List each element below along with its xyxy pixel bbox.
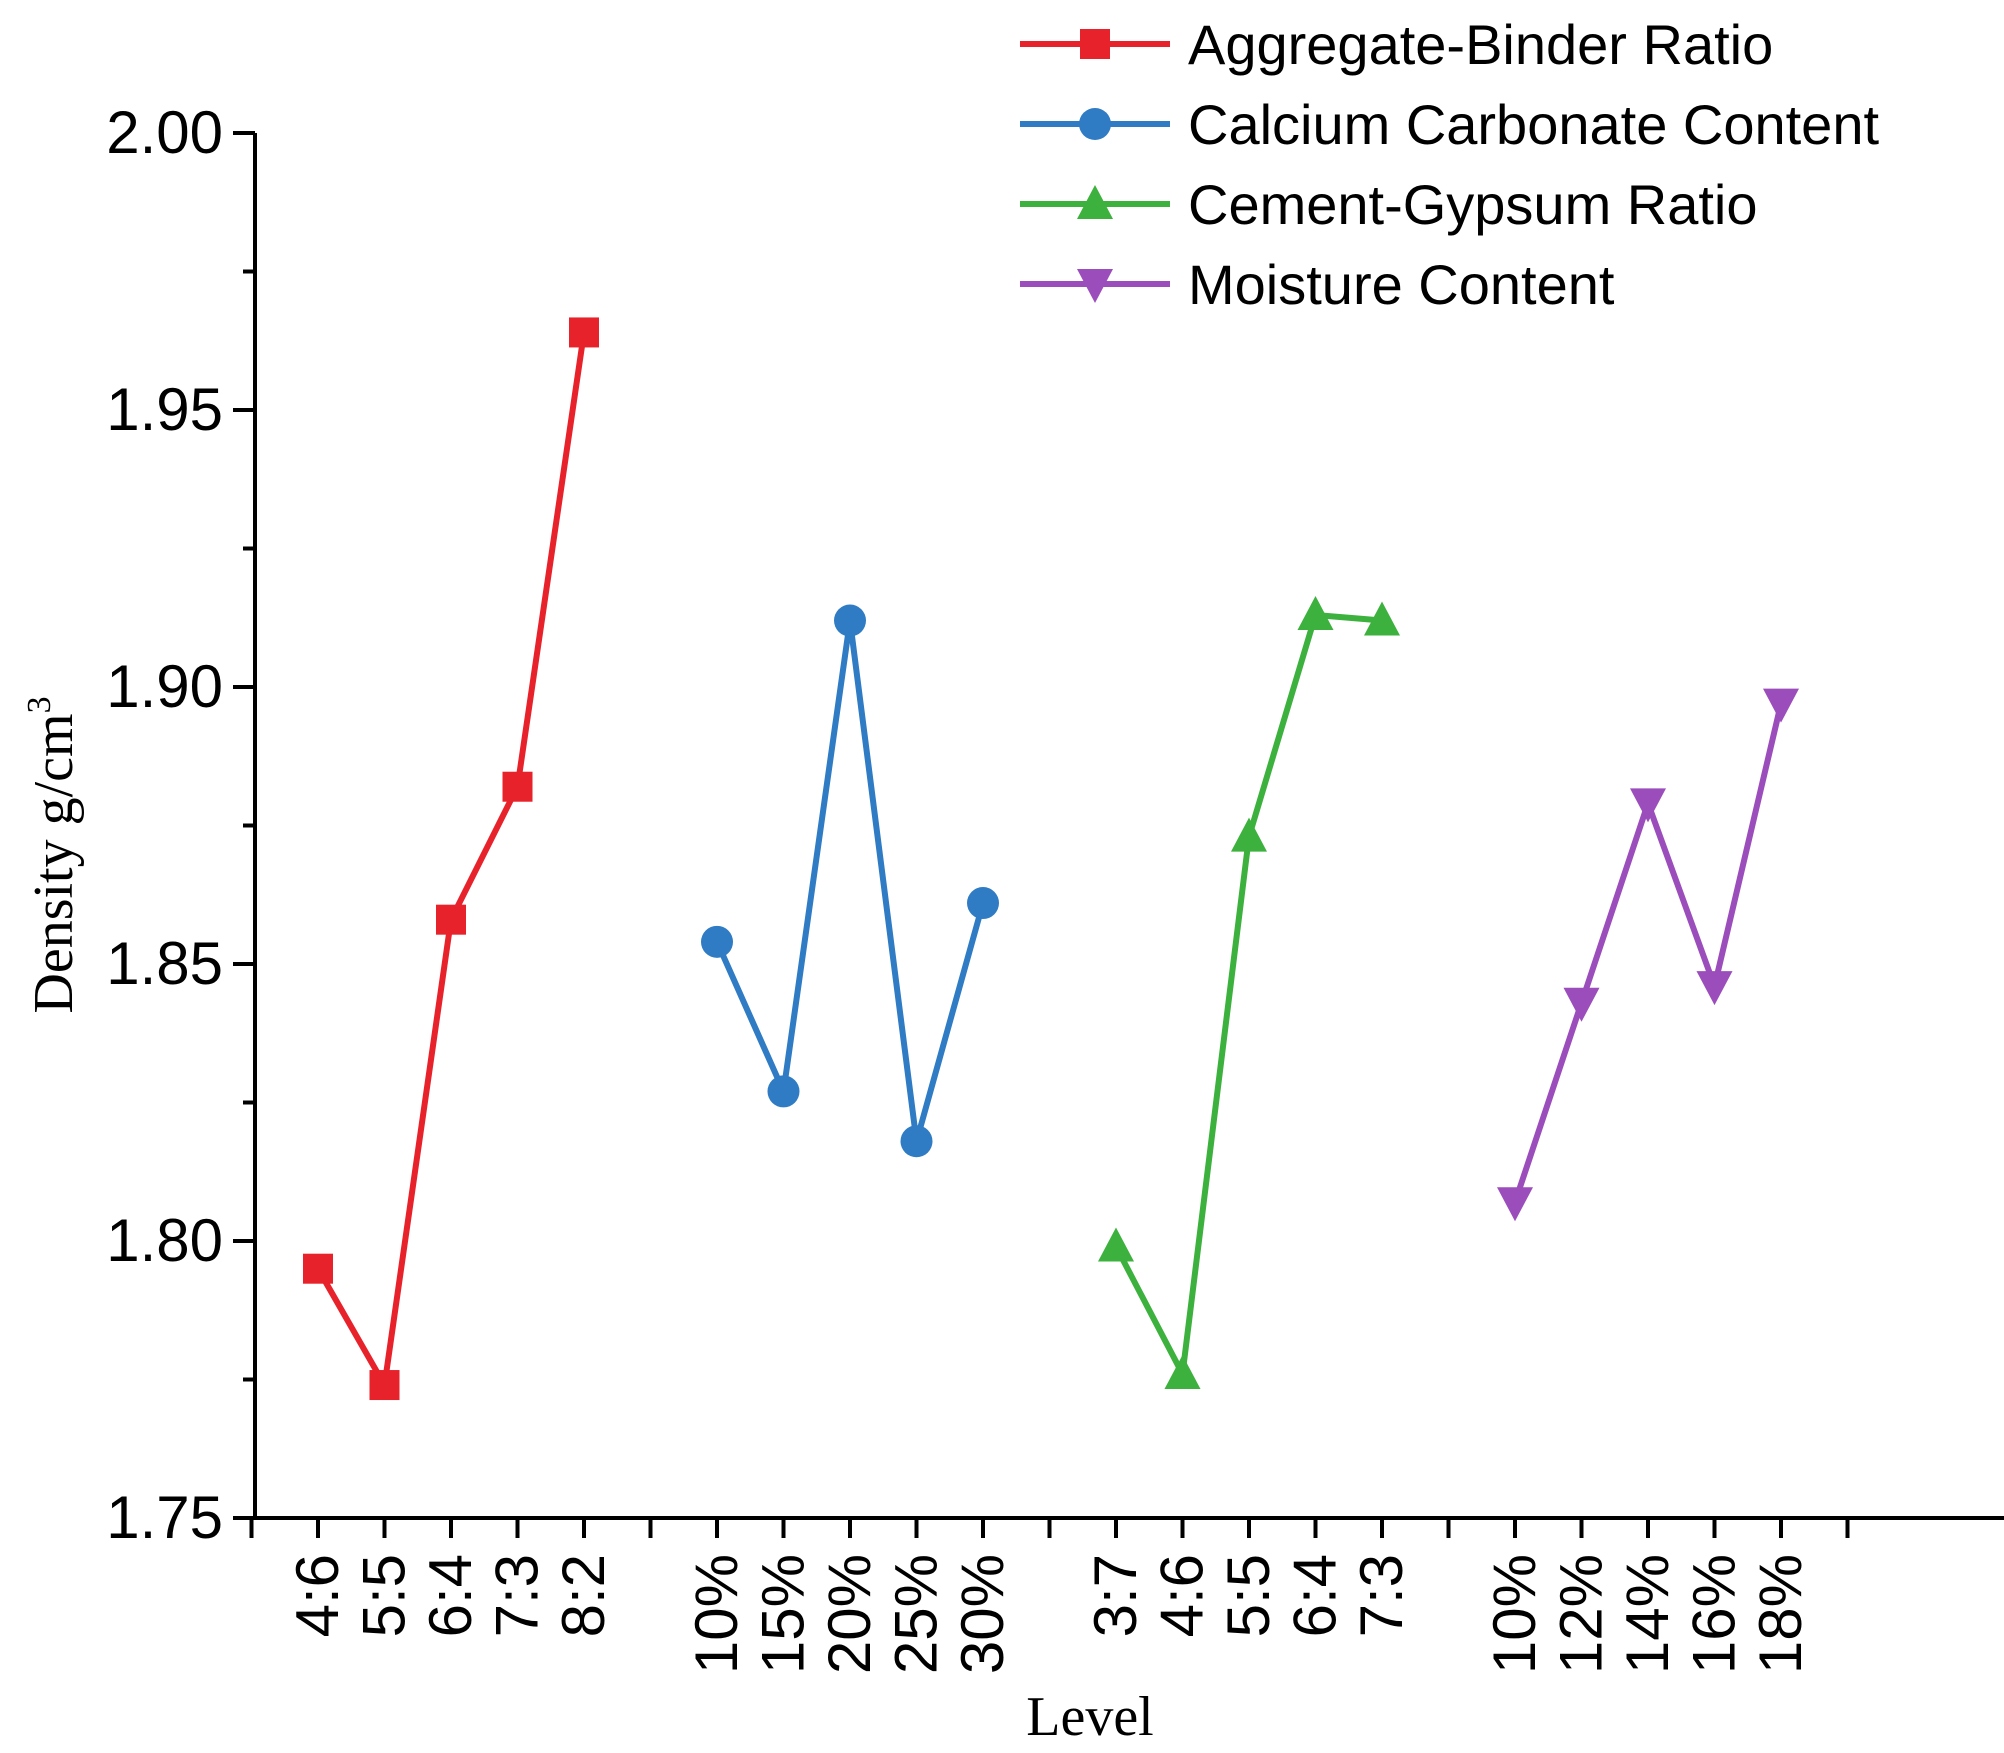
data-point <box>1696 971 1733 1006</box>
legend-marker <box>1077 269 1113 303</box>
x-tick-label: 8:2 <box>550 1554 617 1637</box>
legend-marker <box>1079 108 1111 140</box>
x-tick-label: 7:3 <box>1348 1554 1415 1637</box>
series-1: 4:6 5:5 6:4 7:3 8:2 <box>284 317 617 1637</box>
legend: Aggregate-Binder Ratio Calcium Carbonate … <box>1020 13 1879 316</box>
x-tick-label: 4:6 <box>284 1554 351 1637</box>
y-axis-title: Density g/cm3 <box>21 696 85 1013</box>
y-tick-label: 1.80 <box>106 1207 223 1274</box>
data-point <box>1563 987 1600 1022</box>
data-point <box>1164 1354 1201 1389</box>
x-tick-label: 3:7 <box>1082 1554 1149 1637</box>
series-line <box>315 332 587 1389</box>
data-point <box>1630 788 1666 823</box>
series-line <box>1512 702 1784 1204</box>
x-tick-label: 10% <box>1481 1554 1548 1674</box>
x-tick-label: 30% <box>949 1554 1016 1674</box>
data-point <box>967 887 999 920</box>
x-tick-label: 18% <box>1747 1554 1814 1674</box>
legend-label: Aggregate-Binder Ratio <box>1188 13 1773 76</box>
data-point <box>303 1253 333 1284</box>
x-tick-label: 6:4 <box>417 1554 484 1637</box>
x-tick-label: 10% <box>683 1554 750 1674</box>
data-point <box>369 1370 400 1401</box>
legend-marker <box>1077 185 1113 219</box>
x-tick-label: 14% <box>1614 1554 1681 1674</box>
data-point <box>1497 1187 1533 1222</box>
legend-item: Cement-Gypsum Ratio <box>1020 173 1758 236</box>
y-tick-label: 2.00 <box>106 99 223 166</box>
y-tick-label: 1.85 <box>106 930 223 997</box>
series-line <box>1113 611 1383 1377</box>
x-tick-label: 20% <box>816 1554 883 1674</box>
x-axis-title: Level <box>1026 1686 1153 1748</box>
legend-marker <box>1080 29 1110 59</box>
y-axis-title-superscript: 3 <box>21 696 58 713</box>
data-point <box>834 604 866 637</box>
data-point <box>1364 601 1400 636</box>
data-point <box>502 771 533 802</box>
legend-item: Calcium Carbonate Content <box>1020 93 1879 156</box>
legend-label: Calcium Carbonate Content <box>1188 93 1879 156</box>
data-point <box>701 925 733 958</box>
series-2: 10% 15% 20% 25% 30% <box>683 604 1016 1674</box>
x-tick-label: 16% <box>1681 1554 1748 1674</box>
data-point <box>1231 817 1267 852</box>
data-point <box>900 1125 933 1158</box>
data-point <box>569 317 599 348</box>
x-tick-label: 7:3 <box>484 1554 551 1637</box>
x-tick-label: 15% <box>750 1554 817 1674</box>
legend-label: Moisture Content <box>1188 253 1615 316</box>
series-layer: 4:6 5:5 6:4 7:3 8:2 10% 15% 20% 25% 30% 3:7 4:6 5:5 6… <box>284 317 1814 1674</box>
data-point <box>767 1075 800 1108</box>
x-tick-label: 5:5 <box>351 1554 418 1637</box>
data-point <box>1763 688 1799 723</box>
legend-item: Aggregate-Binder Ratio <box>1020 13 1773 76</box>
x-tick-label: 25% <box>883 1554 950 1674</box>
x-tick-label: 6:4 <box>1282 1554 1349 1637</box>
legend-label: Cement-Gypsum Ratio <box>1188 173 1758 236</box>
y-tick-label: 1.90 <box>106 653 223 720</box>
x-tick-label: 12% <box>1548 1554 1615 1674</box>
x-tick-label: 5:5 <box>1215 1554 1282 1637</box>
data-point <box>1098 1227 1134 1262</box>
data-point <box>1297 595 1334 630</box>
y-tick-label: 1.75 <box>106 1484 223 1551</box>
series-line <box>714 617 986 1145</box>
y-axis-title-text: Density g/cm <box>23 713 85 1013</box>
legend-item: Moisture Content <box>1020 253 1615 316</box>
data-point <box>436 904 466 935</box>
series-4: 10% 12% 14% 16% 18% <box>1481 688 1814 1674</box>
series-3: 3:7 4:6 5:5 6:4 7:3 <box>1082 595 1415 1637</box>
axes: 1.75 1.80 1.85 1.90 1.95 2.00 <box>106 99 2004 1551</box>
x-tick-label: 4:6 <box>1149 1554 1216 1637</box>
y-tick-label: 1.95 <box>106 376 223 443</box>
